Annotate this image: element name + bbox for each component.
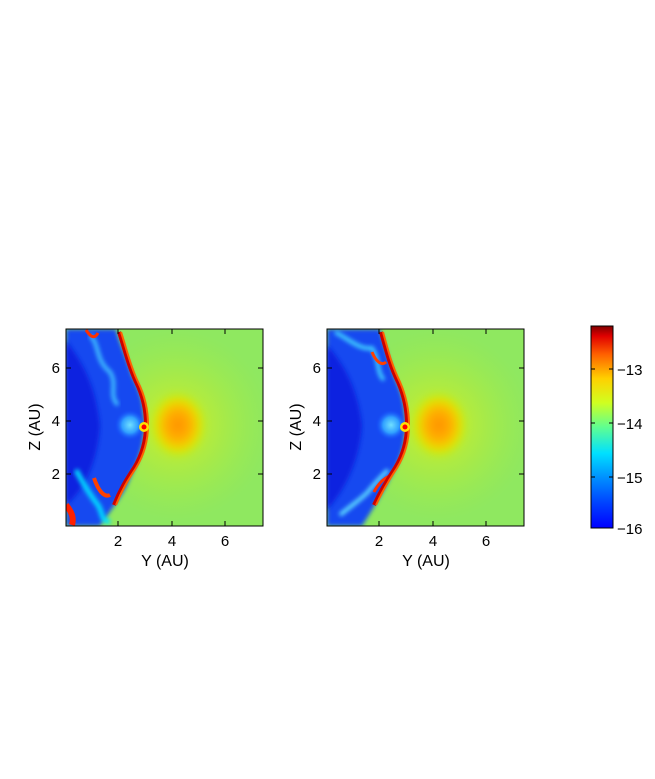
colorbar-ticks bbox=[591, 368, 613, 529]
left-panel: 2 4 6 2 4 6 Y (AU) Z (AU) bbox=[27, 328, 264, 570]
left-ytick-label: 6 bbox=[52, 360, 60, 377]
right-xlabel: Y (AU) bbox=[402, 553, 450, 570]
right-heatmap bbox=[327, 329, 524, 526]
right-panel: 2 4 6 2 4 6 Y (AU) Z (AU) bbox=[288, 328, 525, 570]
right-plot-frame bbox=[326, 328, 525, 527]
right-ticks bbox=[327, 329, 524, 526]
left-xtick-label: 6 bbox=[221, 533, 229, 550]
colorbar-tick-label: −13 bbox=[617, 362, 642, 379]
right-ytick-label: 4 bbox=[313, 413, 321, 430]
left-ylabel: Z (AU) bbox=[27, 403, 44, 450]
colorbar-tick-label: −15 bbox=[617, 470, 642, 487]
colorbar: −13 −14 −15 −16 bbox=[590, 325, 642, 538]
left-xlabel: Y (AU) bbox=[141, 553, 189, 570]
left-ytick-label: 2 bbox=[52, 466, 60, 483]
left-heatmap bbox=[66, 329, 263, 526]
right-ylabel: Z (AU) bbox=[288, 403, 305, 450]
right-xtick-label: 4 bbox=[429, 533, 437, 550]
colorbar-tick-label: −16 bbox=[617, 521, 642, 538]
right-ytick-label: 6 bbox=[313, 360, 321, 377]
colorbar-gradient bbox=[591, 326, 613, 528]
left-xtick-label: 4 bbox=[168, 533, 176, 550]
right-xtick-label: 2 bbox=[375, 533, 383, 550]
right-ytick-label: 2 bbox=[313, 466, 321, 483]
colorbar-frame bbox=[590, 325, 614, 529]
right-xtick-label: 6 bbox=[482, 533, 490, 550]
left-ticks bbox=[66, 329, 263, 526]
colorbar-tick-label: −14 bbox=[617, 416, 642, 433]
left-plot-frame bbox=[65, 328, 264, 527]
left-xtick-label: 2 bbox=[114, 533, 122, 550]
left-ytick-label: 4 bbox=[52, 413, 60, 430]
